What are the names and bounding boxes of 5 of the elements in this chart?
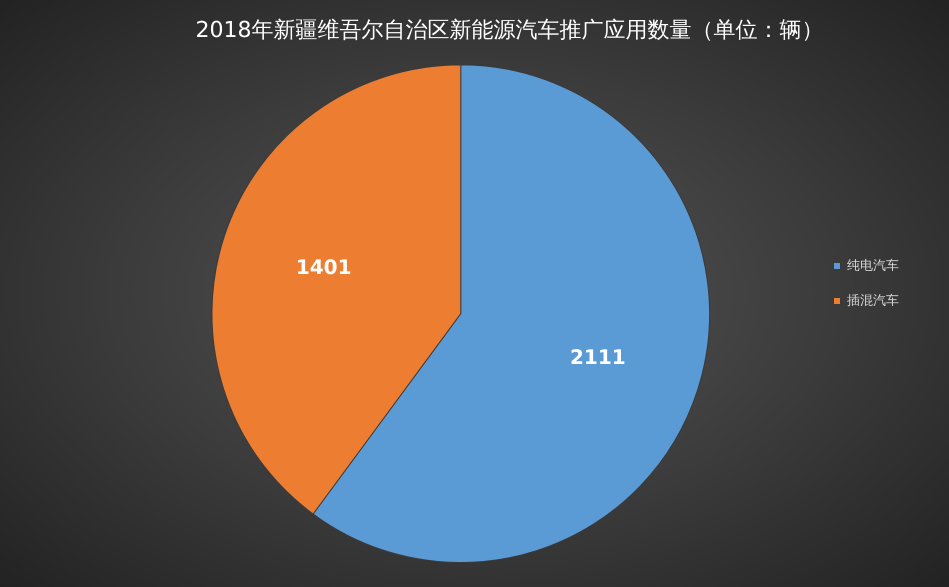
legend-label: 纯电汽车 (847, 258, 899, 274)
legend-label: 插混汽车 (847, 293, 899, 308)
data-label: 2111 (570, 344, 626, 369)
chart-title: 2018年新疆维吾尔自治区新能源汽车推广应用数量（单位：辆） (196, 18, 824, 43)
data-label: 1401 (296, 254, 352, 279)
